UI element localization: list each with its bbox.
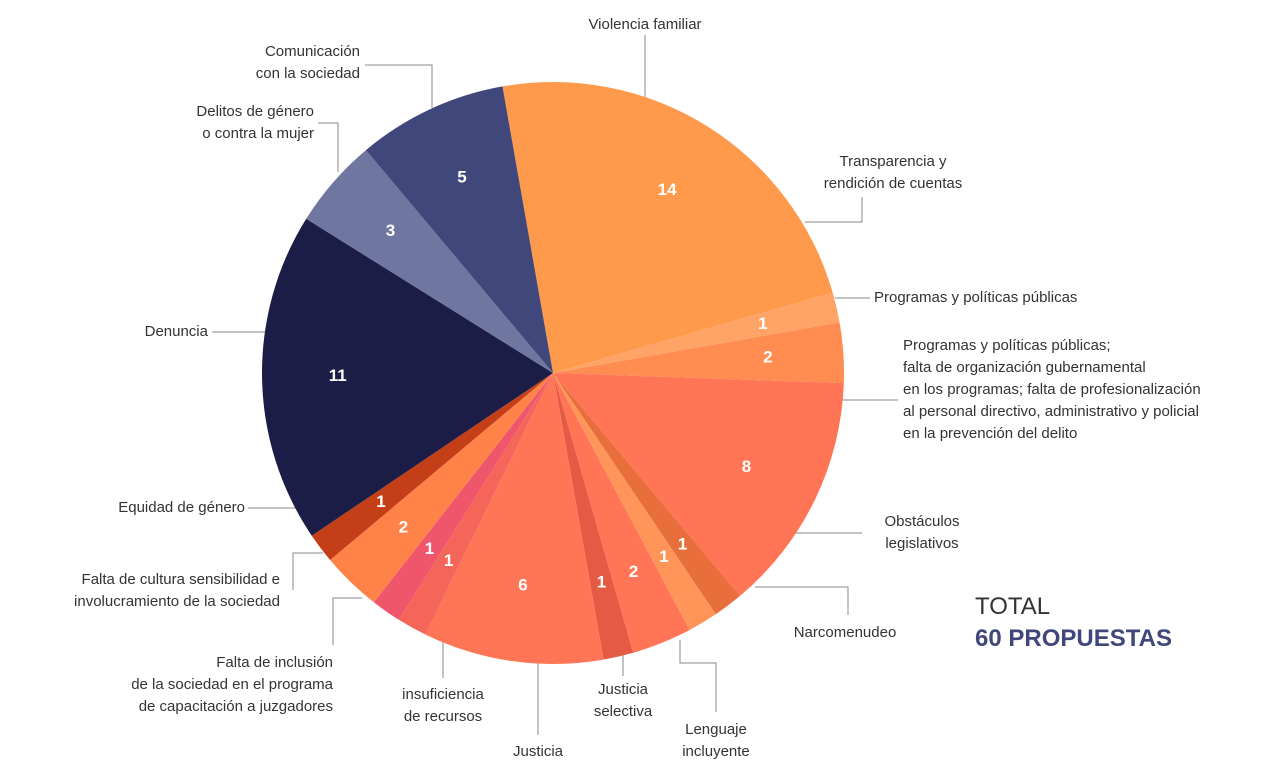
value-label: 14	[658, 180, 677, 199]
category-label: Narcomenudeo	[794, 624, 897, 641]
category-label: Delitos de género o contra la mujer	[196, 103, 314, 142]
slice	[330, 373, 553, 603]
leader-line	[679, 640, 717, 712]
slice	[553, 373, 634, 660]
value-label: 1	[758, 314, 767, 333]
category-label: Denuncia	[145, 323, 209, 340]
slice	[306, 150, 553, 373]
value-label: 3	[386, 221, 395, 240]
leader-line	[332, 597, 362, 645]
slice	[262, 218, 553, 536]
slice	[553, 373, 690, 653]
value-label: 6	[518, 576, 527, 595]
slice	[425, 373, 604, 665]
slice	[553, 373, 716, 630]
value-label: 2	[399, 517, 408, 536]
value-label: 1	[376, 492, 385, 511]
slice	[398, 373, 553, 635]
slice	[502, 82, 833, 373]
slice	[311, 373, 553, 561]
value-label: 1	[425, 539, 434, 558]
category-label: Transparencia y rendición de cuentas	[824, 153, 962, 192]
leader-line	[755, 586, 849, 615]
total-value: 60 PROPUESTAS	[975, 625, 1172, 652]
slice	[553, 373, 844, 596]
category-label: Comunicación con la sociedad	[256, 43, 360, 82]
value-label: 8	[742, 457, 751, 476]
slice	[365, 86, 553, 373]
category-label: Equidad de género	[118, 499, 245, 516]
value-label: 1	[444, 551, 453, 570]
category-label: Justicia	[513, 743, 564, 760]
category-label: Justicia selectiva	[594, 681, 653, 720]
value-label: 1	[597, 572, 606, 591]
slice	[553, 292, 840, 373]
category-label: Programas y políticas públicas; falta de …	[903, 337, 1201, 442]
category-label: Lenguaje incluyente	[682, 721, 750, 760]
value-label: 2	[763, 347, 772, 366]
value-label: 1	[659, 547, 668, 566]
total-label: TOTAL	[975, 593, 1050, 620]
value-label: 11	[329, 366, 347, 385]
category-label: Falta de cultura sensibilidad e involucra…	[74, 571, 280, 610]
value-label: 1	[678, 534, 687, 553]
category-label: Falta de inclusión de la sociedad en el p…	[131, 654, 333, 715]
value-label: 2	[629, 562, 638, 581]
leader-lines	[212, 35, 898, 735]
category-label: insuficiencia de recursos	[402, 686, 484, 725]
category-label: Violencia familiar	[588, 16, 701, 33]
leader-line	[805, 197, 863, 223]
slice	[553, 322, 844, 384]
category-label: Obstáculos legislativos	[884, 513, 959, 552]
value-label: 5	[457, 167, 466, 186]
leader-line	[318, 122, 339, 172]
slice	[373, 373, 553, 620]
labels: Violencia familiar Transparencia y rendici…	[74, 16, 1201, 760]
leader-line	[365, 64, 433, 108]
slice	[553, 373, 741, 615]
category-label: Programas y políticas públicas	[874, 289, 1077, 306]
leader-line	[292, 552, 323, 590]
